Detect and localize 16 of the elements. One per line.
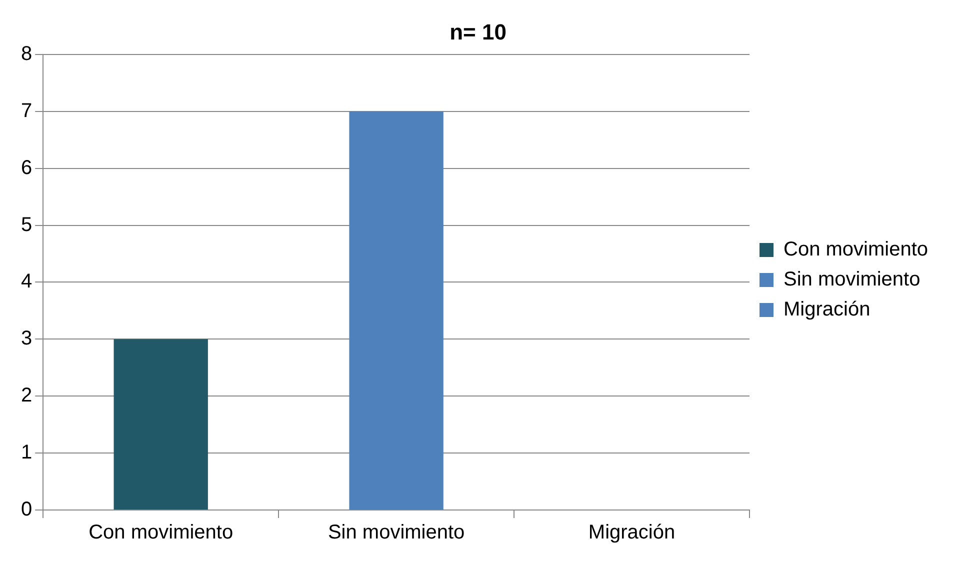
legend-label: Con movimiento: [784, 238, 928, 261]
y-tick-label: 4: [21, 270, 32, 293]
legend-label: Migración: [784, 298, 870, 321]
y-tick-label: 7: [21, 100, 32, 122]
x-tick-label: Migración: [588, 522, 676, 544]
y-tick-label: 3: [21, 328, 32, 350]
y-tick-label: 5: [21, 214, 32, 236]
y-tick-label: 8: [21, 42, 32, 65]
x-tick-label: Sin movimiento: [328, 522, 465, 544]
y-tick-label: 0: [21, 498, 32, 521]
y-tick-label: 6: [21, 156, 32, 179]
legend-label: Sin movimiento: [784, 268, 920, 291]
y-tick-label: 1: [21, 442, 32, 464]
x-tick-label: Con movimiento: [88, 522, 234, 544]
chart-title: n= 10: [450, 19, 506, 44]
y-tick-label: 2: [21, 384, 32, 407]
